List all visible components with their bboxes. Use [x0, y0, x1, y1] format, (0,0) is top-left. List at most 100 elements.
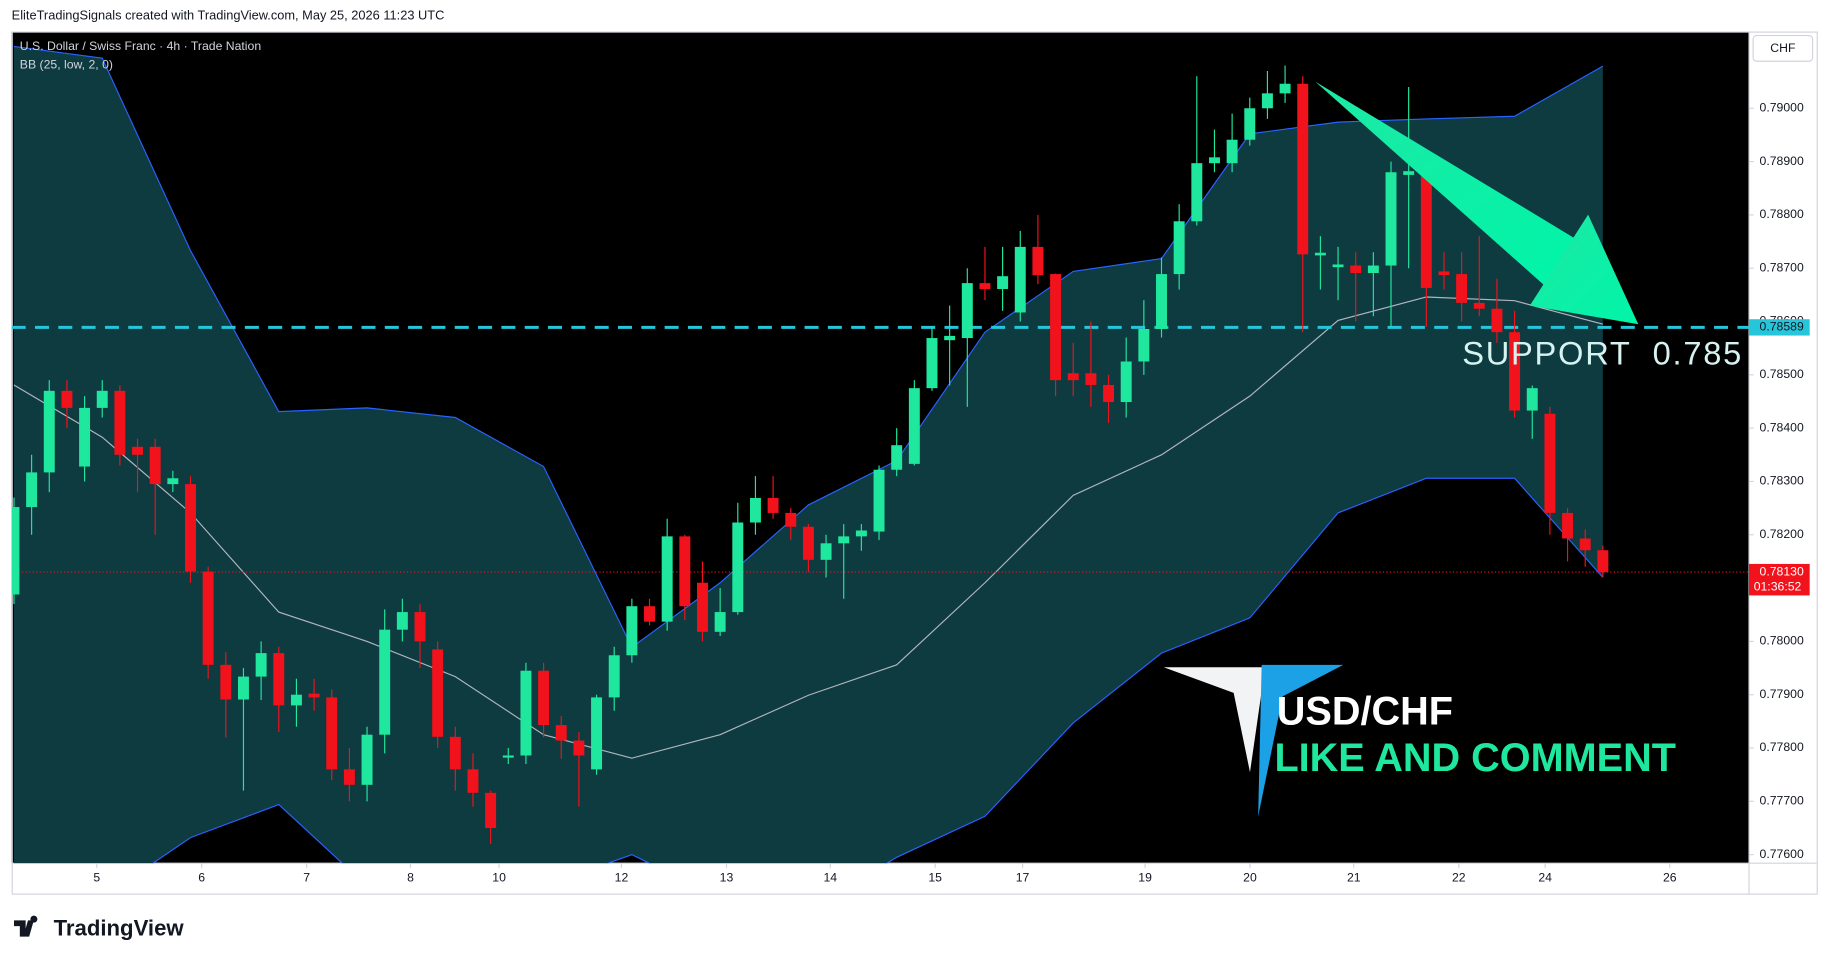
x-tick-label: 14: [823, 871, 837, 885]
logo-blue: [1258, 664, 1344, 817]
x-tick-label: 26: [1663, 871, 1677, 885]
support-price-label: 0.78589: [1760, 320, 1804, 334]
candle-body: [361, 734, 373, 785]
x-tick-label: 19: [1138, 871, 1152, 885]
candle-body: [732, 522, 744, 613]
candle-body: [1438, 271, 1450, 276]
candle-body: [273, 653, 285, 706]
candle-body: [979, 283, 991, 289]
candle-body: [237, 676, 249, 700]
x-tick-label: 5: [93, 871, 100, 885]
candle-body: [202, 571, 214, 665]
candle-body: [1297, 83, 1309, 255]
candle-body: [1597, 550, 1609, 573]
chart-title: U.S. Dollar / Swiss Franc · 4h · Trade N…: [20, 39, 262, 53]
candle-body: [1491, 308, 1503, 333]
x-tick-label: 12: [615, 871, 629, 885]
candle-body: [749, 497, 761, 523]
x-tick-label: 22: [1452, 871, 1466, 885]
candle-body: [485, 792, 497, 828]
candle-body: [626, 606, 638, 656]
currency-label: CHF: [1770, 41, 1795, 55]
y-tick-label: 0.77600: [1760, 847, 1804, 861]
candle-body: [1085, 373, 1097, 385]
candle-body: [1208, 157, 1220, 164]
y-tick-label: 0.78300: [1760, 474, 1804, 488]
y-tick-label: 0.77800: [1760, 740, 1804, 754]
candle-body: [1279, 83, 1291, 94]
candle-body: [926, 338, 938, 389]
candle-body: [79, 407, 91, 467]
candle-body: [1456, 274, 1468, 303]
x-tick-label: 24: [1538, 871, 1552, 885]
x-tick-label: 17: [1016, 871, 1030, 885]
x-tick-label: 10: [492, 871, 506, 885]
candle-body: [661, 536, 673, 622]
candle-body: [379, 629, 391, 735]
arrow-shaft: [1315, 81, 1575, 287]
candle-body: [767, 497, 779, 513]
candle-body: [944, 335, 956, 341]
band-upper: [13, 45, 1604, 649]
candle-body: [326, 697, 338, 770]
candle-body: [167, 478, 179, 485]
candle-body: [820, 543, 832, 560]
attribution: EliteTradingSignals created with Trading…: [12, 8, 445, 23]
band-lower: [151, 477, 1604, 864]
x-tick-label: 7: [303, 871, 310, 885]
y-tick-label: 0.77900: [1760, 687, 1804, 701]
candle-body: [1261, 93, 1273, 109]
candle-body: [502, 755, 514, 758]
brand-icon: [13, 915, 38, 937]
candle-body: [26, 472, 38, 508]
candle-body: [255, 653, 267, 677]
candle-body: [997, 276, 1009, 289]
candle-body: [785, 512, 797, 527]
x-tick-label: 6: [198, 871, 205, 885]
candle-body: [1420, 169, 1432, 288]
candle-body: [1314, 252, 1326, 256]
candle-body: [43, 390, 55, 473]
candle-body: [520, 670, 532, 756]
x-tick-label: 21: [1347, 871, 1361, 885]
x-tick-label: 13: [720, 871, 734, 885]
candle-body: [802, 526, 814, 560]
y-tick-label: 0.77700: [1760, 794, 1804, 808]
candle-body: [1103, 384, 1115, 403]
indicator-label: BB (25, low, 2, 0): [20, 58, 113, 72]
candle-body: [1526, 388, 1538, 411]
candle-body: [573, 740, 585, 756]
y-tick-label: 0.78500: [1760, 367, 1804, 381]
y-tick-label: 0.78400: [1760, 420, 1804, 434]
candle-body: [467, 769, 479, 793]
candle-body: [1367, 265, 1379, 274]
candle-body: [644, 606, 655, 622]
currency-button[interactable]: [1752, 34, 1814, 62]
candle-body: [343, 769, 355, 785]
candle-body: [1403, 171, 1415, 175]
candle-body: [679, 536, 691, 607]
candle-body: [1544, 413, 1556, 513]
candle-body: [714, 612, 726, 632]
candle-body: [1226, 139, 1238, 164]
candle-body: [1385, 172, 1397, 266]
candle-body: [1138, 328, 1150, 362]
candle-body: [396, 612, 408, 630]
support-annotation: SUPPORT 0.785: [1462, 334, 1743, 371]
candle-body: [220, 664, 232, 700]
candle-body: [961, 283, 973, 339]
candle-body: [1032, 246, 1044, 276]
candle-body: [1509, 332, 1521, 411]
band-basis: [13, 296, 1604, 759]
candle-body: [873, 469, 885, 532]
candle-body: [308, 693, 320, 698]
candle-body: [1350, 265, 1362, 274]
pair-label: USD/CHF: [1277, 689, 1453, 733]
logo-white: [1163, 667, 1266, 773]
x-tick-label: 8: [407, 871, 414, 885]
candle-body: [1562, 512, 1574, 539]
brand-text: TradingView: [54, 916, 185, 941]
candle-body: [855, 530, 867, 537]
